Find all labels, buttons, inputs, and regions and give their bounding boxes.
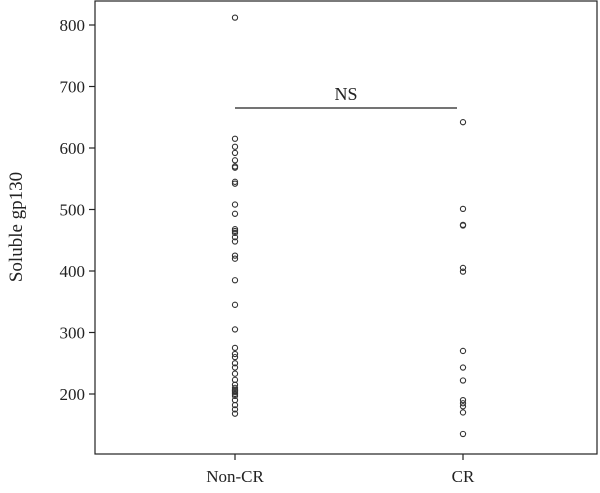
data-point [231, 255, 239, 262]
x-tick-label: CR [452, 467, 475, 486]
data-point [231, 252, 239, 259]
data-point [231, 164, 239, 171]
data-point [231, 180, 239, 187]
data-points [231, 14, 467, 438]
data-point [231, 14, 239, 21]
y-tick-label: 400 [60, 262, 86, 281]
y-tick-label: 800 [60, 16, 86, 35]
significance-annotation: NS [235, 84, 457, 109]
data-point [231, 157, 239, 164]
data-point [459, 222, 467, 229]
data-point [459, 347, 467, 355]
data-point [459, 205, 467, 213]
data-point [459, 377, 467, 384]
data-point [231, 326, 239, 333]
data-point [231, 390, 239, 398]
data-point [231, 384, 239, 391]
data-point [231, 135, 239, 142]
data-point [231, 149, 239, 157]
data-point [231, 364, 239, 371]
data-point [459, 396, 467, 404]
y-tick-label: 200 [60, 385, 86, 404]
data-point [459, 364, 467, 371]
y-axis-title: Soluble gp130 [6, 172, 27, 282]
data-point [231, 389, 239, 396]
y-tick-label: 500 [60, 201, 86, 220]
data-point [231, 370, 239, 377]
data-point [231, 392, 239, 399]
data-point [231, 344, 239, 352]
y-tick-label: 700 [60, 78, 86, 97]
data-point [231, 234, 239, 241]
data-point [231, 143, 239, 150]
data-point [231, 238, 239, 245]
data-point [231, 277, 239, 284]
data-point [231, 353, 239, 361]
data-point [459, 409, 467, 416]
data-point [231, 360, 239, 367]
data-point [459, 430, 467, 438]
data-point [459, 403, 467, 410]
data-point [231, 401, 239, 409]
data-point [231, 301, 239, 308]
data-point [231, 227, 239, 235]
plot-frame [94, 0, 598, 455]
data-point [459, 119, 467, 126]
data-point [459, 400, 467, 407]
x-axis: Non-CR CR [206, 454, 475, 486]
data-point [459, 264, 467, 272]
x-tick-label: Non-CR [206, 467, 264, 486]
data-point [231, 226, 239, 233]
data-point [459, 268, 467, 275]
y-tick-label: 600 [60, 139, 86, 158]
data-point [231, 178, 239, 185]
y-axis: 200 300 400 500 600 700 800 [60, 16, 95, 404]
y-tick-label: 300 [60, 324, 86, 343]
data-point [231, 210, 239, 217]
data-point [231, 350, 239, 358]
data-point [231, 406, 239, 413]
data-point [231, 201, 239, 208]
data-point [231, 410, 239, 417]
significance-label: NS [334, 84, 357, 104]
data-point [231, 229, 239, 237]
